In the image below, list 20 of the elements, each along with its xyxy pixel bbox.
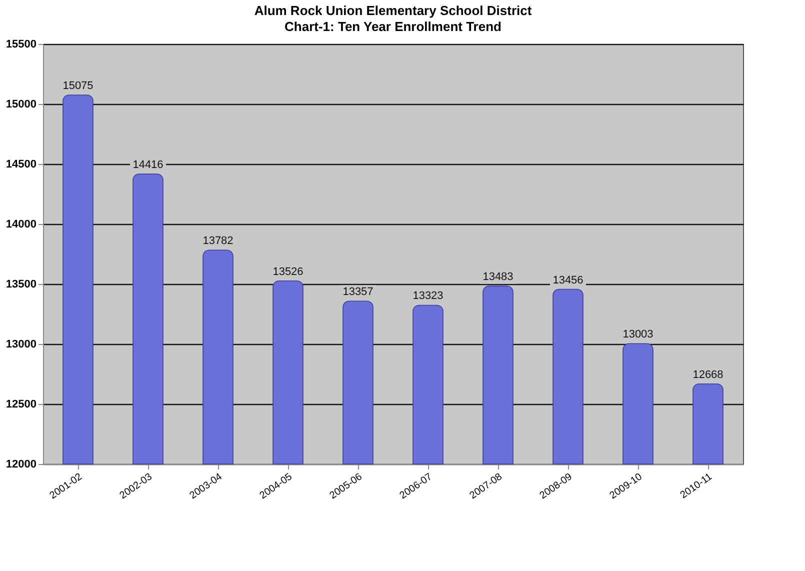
data-label: 13357 — [342, 286, 374, 298]
data-label: 13782 — [202, 235, 234, 248]
data-label: 13003 — [622, 328, 654, 341]
y-tick-label: 12500 — [6, 398, 36, 410]
y-tick-label: 14500 — [6, 158, 36, 170]
y-tick-label: 15500 — [6, 38, 36, 50]
data-label: 13483 — [482, 271, 514, 284]
data-label: 15075 — [62, 80, 94, 92]
chart-title: Alum Rock Union Elementary School District — [254, 3, 532, 18]
y-tick-label: 15000 — [6, 98, 36, 110]
data-label: 12668 — [692, 368, 724, 381]
y-tick-label: 13500 — [6, 278, 36, 290]
data-label: 13526 — [272, 266, 304, 278]
y-tick-label: 12000 — [6, 458, 36, 470]
y-tick-label: 14000 — [6, 218, 36, 230]
data-label: 13323 — [412, 290, 444, 302]
chart-subtitle: Chart-1: Ten Year Enrollment Trend — [284, 19, 502, 34]
y-tick-label: 13000 — [6, 338, 36, 350]
data-label: 14416 — [132, 159, 164, 172]
data-label: 13456 — [552, 274, 584, 286]
